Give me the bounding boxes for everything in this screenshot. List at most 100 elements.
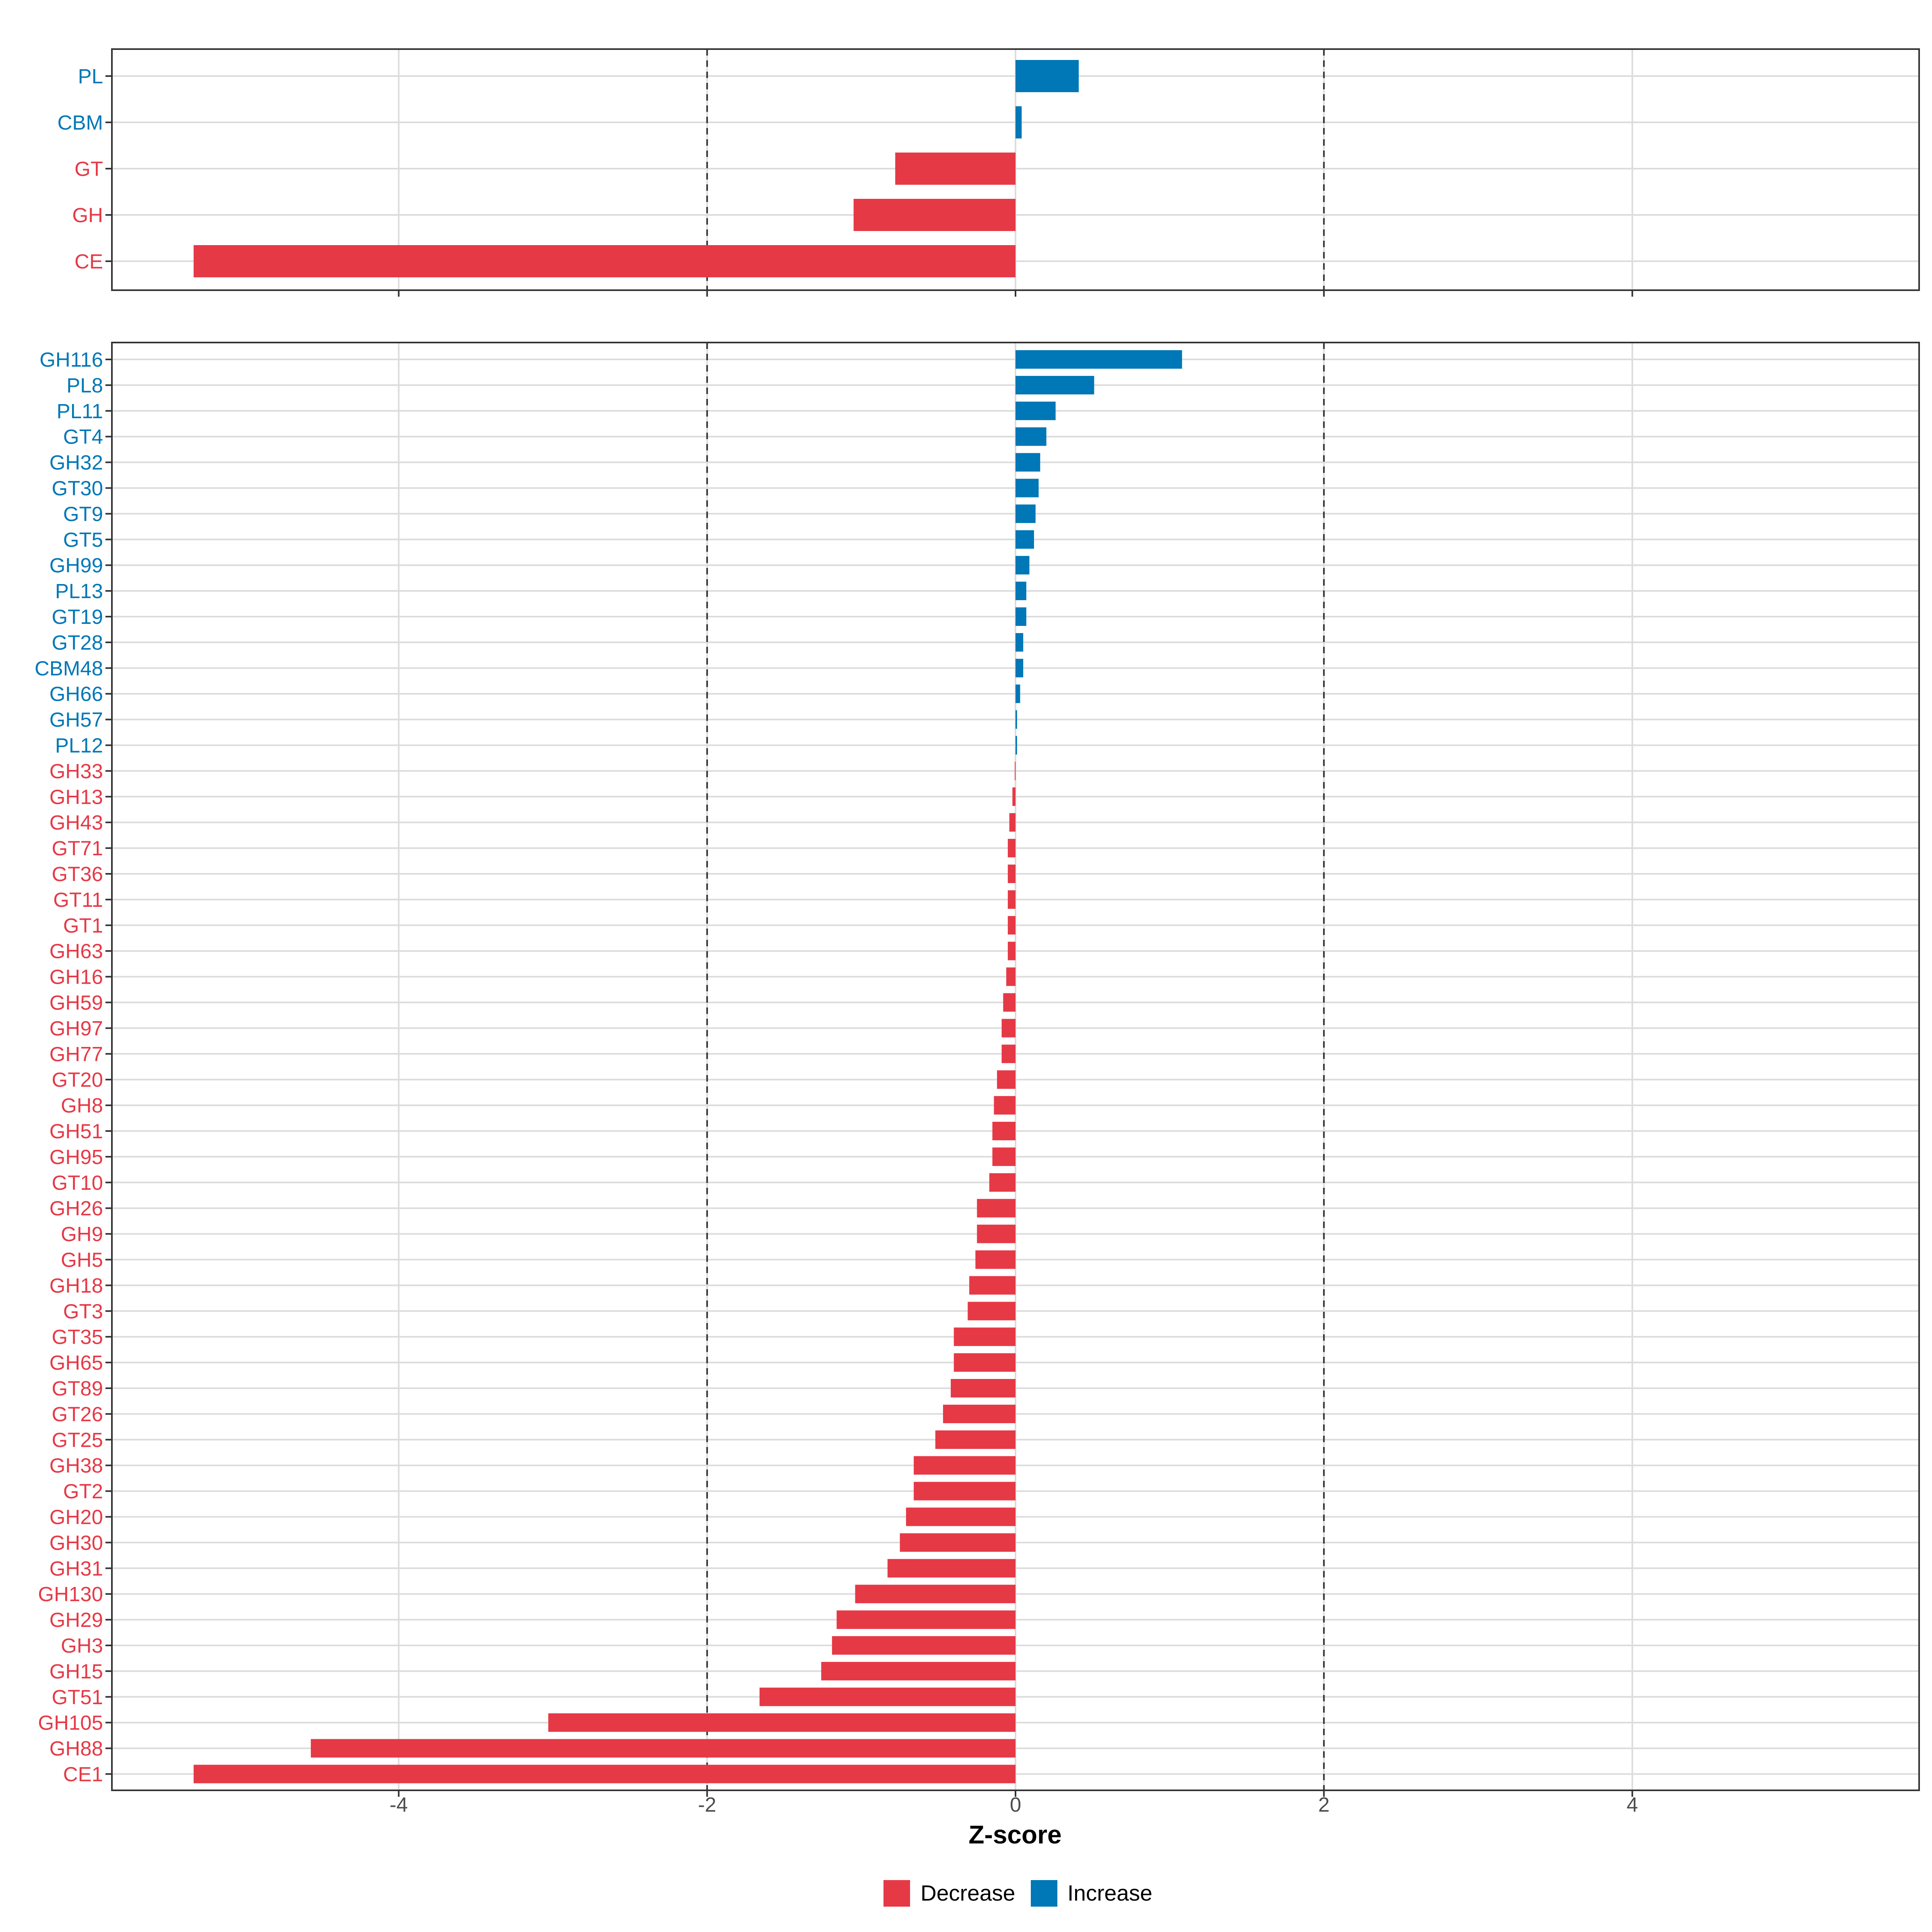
bottom-bar-gh66	[1016, 684, 1020, 703]
bottom-bar-gh63	[1007, 941, 1016, 960]
bottom-bar-gh77	[1001, 1044, 1016, 1063]
bottom-bar-gt5	[1016, 530, 1034, 549]
x-axis-title: Z-score	[968, 1820, 1061, 1849]
bottom-category-label-gh26: GH26	[50, 1197, 103, 1220]
bottom-category-label-gh3: GH3	[61, 1634, 103, 1657]
bottom-category-label-gt10: GT10	[52, 1171, 103, 1194]
bottom-category-label-pl11: PL11	[57, 400, 103, 423]
x-tick-label-2: 2	[1318, 1793, 1329, 1816]
bottom-category-label-pl8: PL8	[66, 374, 103, 397]
bottom-bar-gh57	[1016, 710, 1017, 729]
x-tick-label--2: -2	[698, 1793, 716, 1816]
bottom-bar-gh116	[1016, 350, 1182, 369]
bottom-category-label-gh15: GH15	[50, 1660, 103, 1683]
legend-swatch-increase	[1031, 1880, 1057, 1907]
bottom-category-label-gh130: GH130	[38, 1583, 103, 1606]
bottom-bar-gh20	[906, 1507, 1016, 1526]
bottom-bar-gh16	[1006, 967, 1016, 986]
top-category-label-pl: PL	[78, 65, 103, 88]
legend-swatch-decrease	[883, 1880, 910, 1907]
top-bar-gh	[853, 199, 1016, 231]
bottom-bar-gh5	[975, 1250, 1016, 1269]
legend-label-increase: Increase	[1067, 1880, 1152, 1905]
bottom-category-label-gh105: GH105	[38, 1711, 103, 1734]
bottom-bar-gt25	[935, 1430, 1016, 1449]
bottom-bar-gt26	[943, 1404, 1016, 1423]
bottom-bar-gh26	[977, 1199, 1016, 1218]
bottom-category-label-gh88: GH88	[50, 1737, 103, 1760]
bottom-bar-gh3	[832, 1636, 1016, 1655]
x-tick-label-4: 4	[1627, 1793, 1638, 1816]
bottom-bar-gt1	[1007, 916, 1016, 935]
bottom-bar-gh105	[548, 1713, 1016, 1732]
bottom-panel: GH116PL8PL11GT4GH32GT30GT9GT5GH99PL13GT1…	[35, 342, 1920, 1797]
bottom-category-label-gh99: GH99	[50, 554, 103, 577]
bottom-category-label-gt26: GT26	[52, 1403, 103, 1426]
bottom-category-label-gh9: GH9	[61, 1223, 103, 1246]
bottom-category-label-gh18: GH18	[50, 1274, 103, 1297]
bottom-bar-cbm48	[1016, 658, 1024, 677]
x-tick-label-0: 0	[1010, 1793, 1021, 1816]
bottom-bar-gh31	[888, 1559, 1016, 1578]
bottom-category-label-gh66: GH66	[50, 683, 103, 706]
bottom-bar-gt30	[1016, 479, 1039, 497]
bottom-bar-gt35	[954, 1327, 1016, 1346]
bottom-category-label-gh63: GH63	[50, 940, 103, 963]
bottom-bar-pl13	[1016, 582, 1026, 601]
top-category-label-gt: GT	[74, 157, 103, 180]
bottom-category-label-gh5: GH5	[61, 1249, 103, 1271]
bottom-category-label-gt5: GT5	[63, 528, 103, 551]
bottom-bar-gh8	[994, 1096, 1016, 1115]
bottom-bar-gt4	[1016, 427, 1046, 446]
bottom-bar-gt20	[997, 1070, 1016, 1089]
bottom-category-label-gh13: GH13	[50, 785, 103, 808]
bottom-bar-gh38	[914, 1456, 1016, 1475]
bottom-category-label-gt19: GT19	[52, 605, 103, 628]
bottom-category-label-pl13: PL13	[55, 580, 103, 603]
bottom-category-label-gh59: GH59	[50, 991, 103, 1014]
bottom-category-label-gh33: GH33	[50, 760, 103, 782]
top-bar-ce	[194, 245, 1016, 277]
bottom-bar-gh33	[1015, 762, 1016, 780]
bottom-category-label-gh95: GH95	[50, 1146, 103, 1168]
bottom-category-label-gh51: GH51	[50, 1120, 103, 1143]
bottom-category-label-gh16: GH16	[50, 966, 103, 989]
bottom-bar-gt10	[989, 1173, 1016, 1192]
bottom-bar-gh99	[1016, 556, 1030, 575]
x-tick-label--4: -4	[390, 1793, 408, 1816]
bottom-bar-gh43	[1009, 813, 1016, 832]
bottom-category-label-gt11: GT11	[53, 888, 103, 911]
top-category-label-cbm: CBM	[58, 111, 103, 134]
bottom-bar-pl12	[1016, 736, 1017, 755]
bottom-bar-gh29	[836, 1610, 1016, 1629]
bottom-bar-pl8	[1016, 376, 1094, 394]
bottom-category-label-ce1: CE1	[63, 1763, 103, 1786]
legend-label-decrease: Decrease	[921, 1880, 1015, 1905]
bottom-bar-gh59	[1003, 993, 1016, 1012]
bottom-category-label-gh20: GH20	[50, 1506, 103, 1529]
bottom-bar-gt2	[914, 1482, 1016, 1501]
bottom-bar-gt19	[1016, 607, 1026, 626]
bottom-bar-gh51	[992, 1122, 1016, 1140]
bottom-category-label-gt36: GT36	[52, 863, 103, 886]
bottom-category-label-gh65: GH65	[50, 1351, 103, 1374]
bottom-bar-gh9	[977, 1224, 1016, 1243]
bottom-category-label-gh57: GH57	[50, 708, 103, 731]
bottom-bar-gt71	[1007, 839, 1016, 858]
bottom-category-label-gh38: GH38	[50, 1454, 103, 1477]
bottom-category-label-gt28: GT28	[52, 631, 103, 654]
bottom-bar-gt9	[1016, 504, 1036, 523]
bottom-bar-gt3	[968, 1302, 1016, 1321]
bottom-bar-ce1	[194, 1765, 1016, 1783]
bottom-bar-gh88	[311, 1739, 1016, 1758]
bottom-bar-gh15	[821, 1662, 1016, 1680]
bottom-category-label-gt51: GT51	[52, 1686, 103, 1709]
bottom-category-label-gt71: GT71	[52, 837, 103, 860]
bottom-bar-gh97	[1001, 1019, 1016, 1038]
bottom-category-label-gt35: GT35	[52, 1325, 103, 1348]
bottom-bar-gh65	[954, 1353, 1016, 1372]
top-bar-gt	[895, 153, 1016, 185]
bottom-category-label-gh30: GH30	[50, 1531, 103, 1554]
top-category-label-ce: CE	[74, 250, 103, 273]
